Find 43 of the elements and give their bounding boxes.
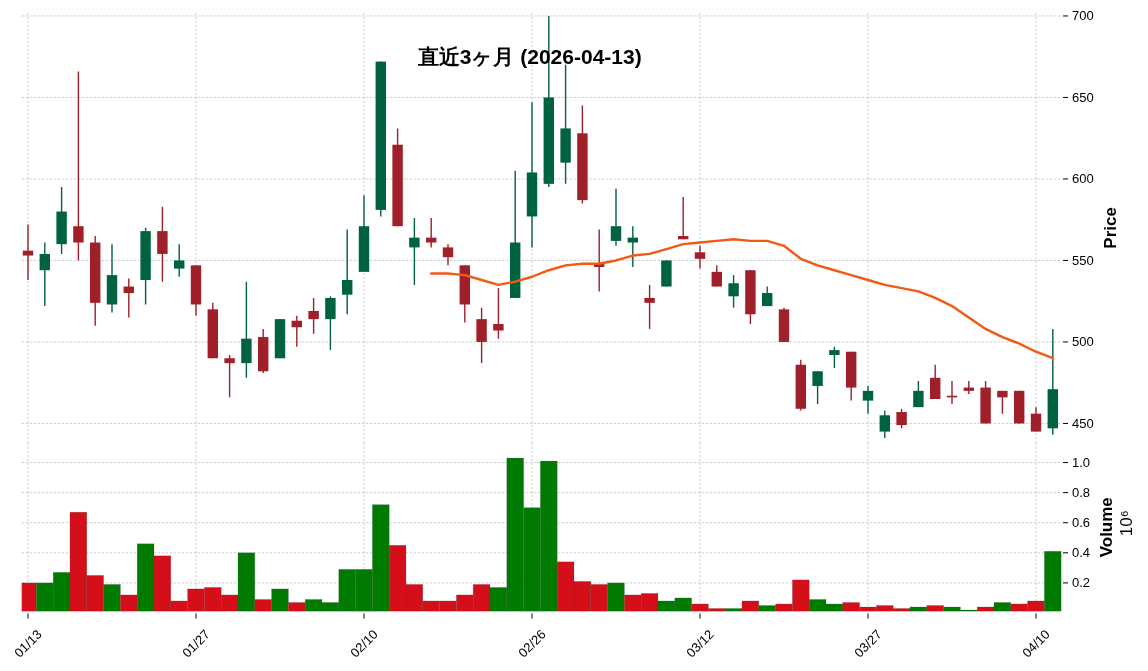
y-tick-label: 450 (1072, 415, 1094, 431)
candlestick (476, 307, 487, 364)
candlestick (442, 243, 454, 267)
candlestick (627, 225, 639, 268)
candlestick (644, 284, 655, 330)
candlestick (308, 297, 319, 335)
y-tick-label: 0.4 (1072, 545, 1091, 561)
candlestick (929, 364, 941, 400)
candlestick (728, 274, 739, 309)
text: 10⁶ (1117, 510, 1137, 537)
candlestick (862, 385, 874, 415)
candlestick (879, 409, 891, 439)
candlestick (341, 228, 353, 315)
line-series (430, 238, 1054, 360)
candlestick (829, 346, 840, 369)
candlestick (913, 380, 924, 408)
y-tick-label: 1.0 (1072, 455, 1091, 471)
candlestick (173, 243, 185, 278)
candlestick (409, 217, 420, 286)
candlestick (325, 295, 336, 351)
candlestick (711, 264, 723, 288)
candlestick (157, 205, 168, 283)
y-tick-label: 600 (1072, 171, 1094, 187)
y-axis-title: Price (1100, 207, 1120, 249)
candlestick (694, 245, 706, 270)
candlestick (1030, 406, 1042, 433)
y-tick-label: 550 (1072, 252, 1094, 268)
y-tick-label: 700 (1072, 8, 1094, 24)
candlestick (896, 408, 907, 430)
candlestick (812, 370, 823, 405)
candlestick (425, 217, 437, 249)
candlestick (493, 287, 504, 340)
y-axis-title: Volume (1097, 497, 1117, 558)
y-tick-label: 500 (1072, 334, 1094, 350)
candlestick (224, 354, 235, 399)
candlestick (22, 223, 34, 281)
y-tick-label: 0.8 (1072, 485, 1091, 501)
candlestick (39, 241, 51, 307)
candlestick (73, 70, 84, 262)
y-tick-label: 0.2 (1072, 575, 1091, 591)
y-tick-label: 0.6 (1072, 515, 1091, 531)
y-tick-label: 650 (1072, 89, 1094, 105)
candlestick (610, 188, 622, 247)
